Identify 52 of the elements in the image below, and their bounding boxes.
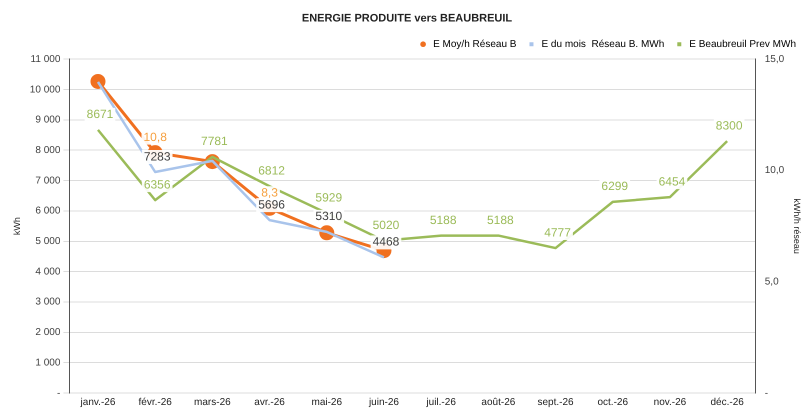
x-tick-label: sept.-26 xyxy=(537,396,574,408)
data-label: 4777 xyxy=(544,225,572,240)
x-tick-label: avr.-26 xyxy=(254,396,286,408)
y-tick-label: 10 000 xyxy=(30,84,61,96)
x-tick-label: déc.-26 xyxy=(710,396,744,408)
x-tick-label: mai-26 xyxy=(311,396,342,408)
x-tick-label: août-26 xyxy=(481,396,516,408)
data-label: 6454 xyxy=(658,174,686,188)
data-label: 7781 xyxy=(201,134,228,148)
data-label: 8300 xyxy=(716,118,743,132)
y2-axis-title: kWh/h réseau xyxy=(792,198,802,254)
legend-label: E Moy/h Réseau B xyxy=(433,38,517,50)
y-tick-label: 8 000 xyxy=(35,144,61,156)
data-label: 5310 xyxy=(315,209,342,224)
y2-tick-label: 10,0 xyxy=(764,165,785,176)
y-tick-label: - xyxy=(57,388,60,399)
y2-tick-label: 15,0 xyxy=(764,54,785,65)
y-tick-label: 7 000 xyxy=(35,175,61,186)
legend-label: E du mois Réseau B. MWh xyxy=(541,38,664,50)
legend-label: E Beaubreuil Prev MWh xyxy=(689,38,796,50)
x-tick-label: mars-26 xyxy=(194,396,232,408)
x-tick-label: oct.-26 xyxy=(597,396,628,408)
y-tick-label: 5 000 xyxy=(35,236,61,248)
x-tick-label: janv.-26 xyxy=(80,396,116,408)
y-tick-label: 9 000 xyxy=(35,114,61,126)
data-label: 4468 xyxy=(372,234,400,249)
y-tick-label: 3 000 xyxy=(35,296,61,308)
data-label: 7283 xyxy=(144,149,171,164)
data-label: 5188 xyxy=(430,212,457,227)
data-label: 5188 xyxy=(487,212,514,227)
x-tick-label: févr.-26 xyxy=(138,396,172,408)
y-tick-label: 1 000 xyxy=(35,357,61,368)
data-label: 6299 xyxy=(601,179,628,194)
data-label: 10,8 xyxy=(144,130,168,144)
y-tick-label: 6 000 xyxy=(35,206,61,217)
y-axis-title: kWh xyxy=(12,217,22,236)
data-label: 5929 xyxy=(315,190,342,204)
data-label: 6356 xyxy=(144,177,171,192)
data-label: 5696 xyxy=(258,197,286,212)
y2-tick-label: - xyxy=(764,388,768,399)
data-label: 6812 xyxy=(258,164,286,178)
x-tick-label: juil.-26 xyxy=(425,396,456,408)
y-tick-label: 2 000 xyxy=(35,327,61,338)
y2-tick-label: 5,0 xyxy=(764,276,780,288)
x-tick-label: juin-26 xyxy=(368,396,400,408)
y-tick-label: 4 000 xyxy=(35,266,61,278)
data-label: 5020 xyxy=(372,218,400,232)
chart-title: ENERGIE PRODUITE vers BEAUBREUIL xyxy=(302,12,512,25)
data-label: 8671 xyxy=(86,107,114,122)
data-label: 8,3 xyxy=(261,186,278,200)
y-tick-label: 11 000 xyxy=(30,54,61,65)
x-tick-label: nov.-26 xyxy=(654,396,687,408)
